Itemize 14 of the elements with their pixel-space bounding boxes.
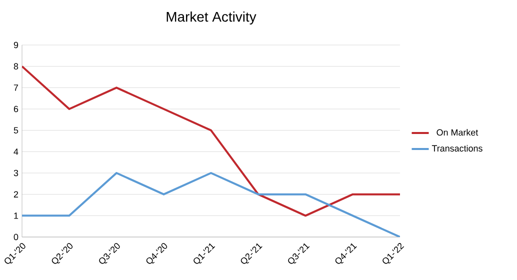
y-tick-label: 9 xyxy=(14,42,18,48)
y-tick-label: 7 xyxy=(14,84,18,91)
y-tick-label: 6 xyxy=(14,106,18,112)
y-tick-label: 4 xyxy=(14,148,18,155)
y-tick-label: 3 xyxy=(14,170,18,176)
y-tick-label: 1 xyxy=(14,212,18,219)
y-tick-label: 8 xyxy=(14,63,18,70)
legend-label: Transactions xyxy=(432,144,482,152)
chart-title: Market Activity xyxy=(166,11,256,24)
line-series xyxy=(22,65,400,217)
y-tick-label: 2 xyxy=(14,191,18,198)
legend-label: On Market xyxy=(436,129,478,136)
y-tick-label: 0 xyxy=(14,234,18,240)
y-tick-label: 5 xyxy=(14,127,18,134)
